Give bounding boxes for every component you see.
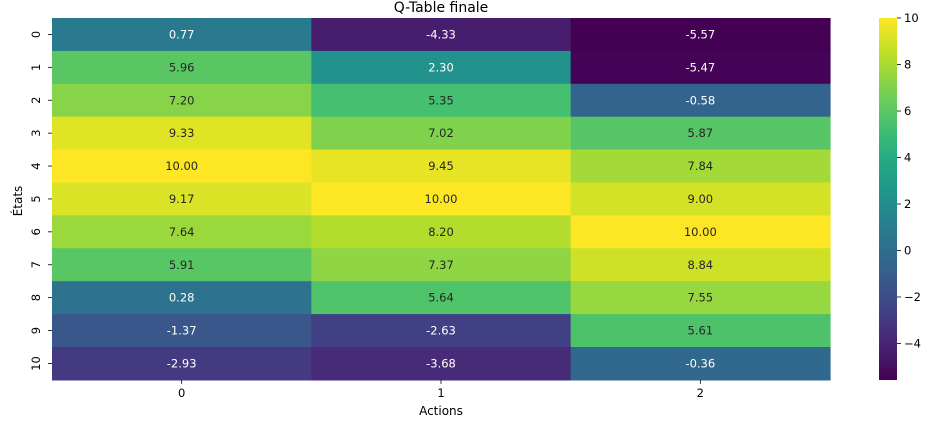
heatmap-cell bbox=[311, 182, 572, 216]
cell-value-label: -2.63 bbox=[426, 324, 456, 338]
cell-value-label: -5.47 bbox=[685, 60, 715, 74]
y-tick-label: 4 bbox=[29, 162, 43, 169]
colorbar-ticks: 10 8 6 4 2 0 −2 −4 bbox=[897, 11, 921, 350]
x-tick-label: 2 bbox=[697, 386, 704, 400]
cell-value-label: 5.91 bbox=[169, 258, 195, 272]
x-tick-label: 1 bbox=[437, 386, 444, 400]
heatmap-cell bbox=[52, 182, 312, 216]
colorbar-tick-label: 6 bbox=[904, 104, 911, 118]
heatmap-cell bbox=[311, 215, 572, 249]
cell-value-label: 9.00 bbox=[688, 192, 714, 206]
cell-value-label: 7.37 bbox=[428, 258, 454, 272]
cell-value-label: 7.02 bbox=[428, 126, 454, 140]
y-tick-label: 10 bbox=[29, 356, 43, 371]
heatmap-cell bbox=[311, 50, 572, 85]
heatmap-cell bbox=[570, 50, 831, 85]
heatmap-cell bbox=[52, 248, 312, 282]
heatmap-cell bbox=[52, 18, 312, 52]
y-tick-label: 6 bbox=[29, 228, 43, 235]
y-tick-label: 8 bbox=[29, 294, 43, 301]
heatmap-cell bbox=[52, 149, 312, 184]
cell-value-label: -5.57 bbox=[685, 27, 715, 41]
heatmap-cell bbox=[52, 83, 312, 118]
cell-value-label: 9.33 bbox=[169, 126, 195, 140]
cell-value-label: -2.93 bbox=[167, 356, 197, 370]
cell-value-label: 2.30 bbox=[428, 60, 454, 74]
y-tick-label: 9 bbox=[29, 327, 43, 334]
cell-value-label: 8.84 bbox=[688, 258, 714, 272]
cell-value-label: -0.58 bbox=[685, 93, 715, 107]
y-tick-label: 3 bbox=[29, 129, 43, 136]
heatmap-cell bbox=[570, 215, 831, 249]
cell-value-label: 8.20 bbox=[428, 225, 454, 239]
cell-value-label: 10.00 bbox=[165, 159, 198, 173]
colorbar-tick-label: 0 bbox=[904, 243, 911, 257]
y-axis: 0 1 2 3 4 5 6 7 8 9 10 bbox=[29, 31, 52, 371]
heatmap-cell bbox=[311, 18, 572, 52]
colorbar bbox=[879, 18, 897, 380]
chart-title: Q-Table finale bbox=[394, 0, 489, 16]
heatmap-cell bbox=[52, 116, 312, 151]
cell-value-label: 10.00 bbox=[684, 225, 717, 239]
x-tick-label: 0 bbox=[178, 386, 185, 400]
heatmap-cell bbox=[52, 281, 312, 315]
y-tick-label: 7 bbox=[29, 261, 43, 268]
y-tick-label: 2 bbox=[29, 97, 43, 104]
colorbar-tick-label: 2 bbox=[904, 197, 911, 211]
cell-value-label: 7.84 bbox=[688, 159, 714, 173]
heatmap-cell-labels: 0.77 -4.33 -5.57 5.96 2.30 -5.47 7.20 5.35 -0.58… bbox=[165, 27, 717, 370]
heatmap-cell bbox=[570, 281, 831, 315]
cell-value-label: 7.20 bbox=[169, 93, 195, 107]
cell-value-label: 0.77 bbox=[169, 27, 195, 41]
heatmap-cell bbox=[52, 314, 312, 348]
colorbar-tick-label: 10 bbox=[904, 11, 919, 25]
cell-value-label: 7.55 bbox=[688, 291, 714, 305]
heatmap-cell bbox=[570, 83, 831, 118]
cell-value-label: 5.64 bbox=[428, 291, 454, 305]
heatmap-cell bbox=[570, 248, 831, 282]
cell-value-label: 5.87 bbox=[688, 126, 714, 140]
cell-value-label: -1.37 bbox=[167, 324, 197, 338]
cell-value-label: 5.61 bbox=[688, 324, 714, 338]
heatmap-cell bbox=[570, 18, 831, 52]
heatmap-cell bbox=[570, 182, 831, 216]
cell-value-label: 10.00 bbox=[425, 192, 458, 206]
cell-value-label: -4.33 bbox=[426, 27, 456, 41]
cell-value-label: 9.45 bbox=[428, 159, 454, 173]
heatmap-cell bbox=[311, 83, 572, 118]
heatmap-cell bbox=[311, 248, 572, 282]
cell-value-label: 7.64 bbox=[169, 225, 195, 239]
y-axis-label: États bbox=[10, 186, 25, 217]
heatmap-cell bbox=[52, 347, 312, 381]
x-axis-label: Actions bbox=[419, 404, 463, 418]
colorbar-tick-label: −4 bbox=[904, 336, 921, 350]
heatmap-cell bbox=[570, 116, 831, 151]
x-axis: 0 1 2 bbox=[178, 379, 704, 400]
heatmap-cell bbox=[52, 50, 312, 85]
heatmap-cell bbox=[570, 314, 831, 348]
colorbar-tick-label: 4 bbox=[904, 150, 911, 164]
heatmap-cells bbox=[52, 18, 831, 381]
heatmap-cell bbox=[311, 116, 572, 151]
colorbar-tick-label: 8 bbox=[904, 57, 911, 71]
heatmap-cell bbox=[52, 215, 312, 249]
heatmap-cell bbox=[311, 347, 572, 381]
heatmap-cell bbox=[311, 281, 572, 315]
cell-value-label: -0.36 bbox=[685, 356, 715, 370]
cell-value-label: -3.68 bbox=[426, 356, 456, 370]
y-tick-label: 1 bbox=[29, 64, 43, 71]
heatmap-cell bbox=[311, 149, 572, 184]
y-tick-label: 0 bbox=[29, 31, 43, 38]
cell-value-label: 0.28 bbox=[169, 291, 195, 305]
heatmap-cell bbox=[570, 347, 831, 381]
cell-value-label: 5.35 bbox=[428, 93, 454, 107]
cell-value-label: 5.96 bbox=[169, 60, 195, 74]
y-tick-label: 5 bbox=[29, 195, 43, 202]
heatmap-cell bbox=[311, 314, 572, 348]
cell-value-label: 9.17 bbox=[169, 192, 195, 206]
colorbar-tick-label: −2 bbox=[904, 290, 921, 304]
heatmap-cell bbox=[570, 149, 831, 184]
